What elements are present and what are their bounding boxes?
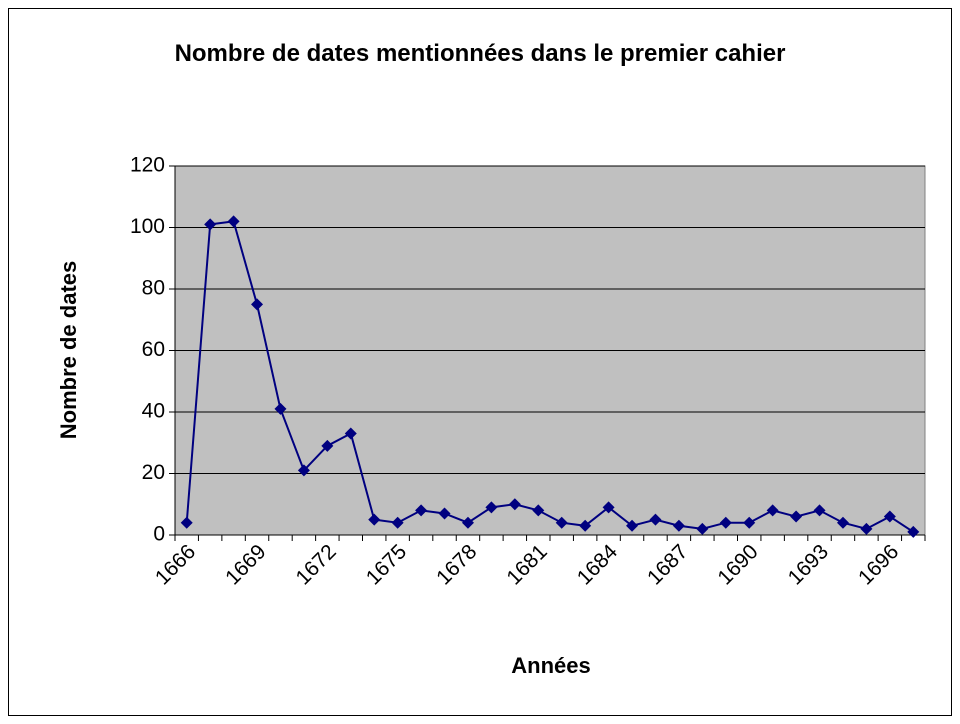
marker (602, 501, 615, 514)
y-tick-label: 40 (142, 400, 165, 423)
marker (485, 501, 498, 514)
marker (836, 516, 849, 529)
x-axis-title: Années (511, 653, 590, 678)
marker (391, 516, 404, 529)
marker (766, 504, 779, 517)
marker (672, 519, 685, 532)
marker (438, 507, 451, 520)
marker (719, 516, 732, 529)
marker (274, 402, 287, 415)
marker (883, 510, 896, 523)
marker (626, 519, 639, 532)
marker (790, 510, 803, 523)
marker (907, 525, 920, 538)
y-tick-label: 100 (130, 215, 165, 238)
y-tick-label: 80 (142, 277, 165, 300)
marker (415, 504, 428, 517)
chart-title: Nombre de dates mentionnées dans le prem… (174, 40, 786, 67)
marker (743, 516, 756, 529)
marker (860, 522, 873, 535)
marker (368, 513, 381, 526)
marker (297, 464, 310, 477)
marker (227, 215, 240, 228)
y-tick-label: 120 (130, 154, 165, 177)
y-tick-label: 20 (142, 461, 165, 484)
marker (649, 513, 662, 526)
marker (344, 427, 357, 440)
marker (180, 516, 193, 529)
marker (321, 439, 334, 452)
marker (813, 504, 826, 517)
y-tick-label: 0 (153, 523, 165, 546)
marker (532, 504, 545, 517)
marker (251, 298, 264, 311)
y-axis-title: Nombre de dates (56, 261, 81, 440)
marker (579, 519, 592, 532)
y-tick-label: 60 (142, 338, 165, 361)
marker (204, 218, 217, 231)
marker (555, 516, 568, 529)
marker (508, 498, 521, 511)
marker (696, 522, 709, 535)
marker (461, 516, 474, 529)
